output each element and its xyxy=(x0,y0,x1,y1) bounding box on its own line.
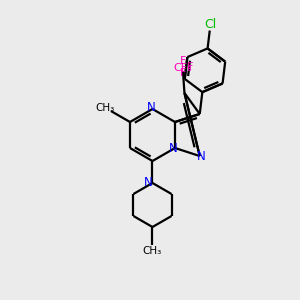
Text: N: N xyxy=(144,176,153,190)
Text: F: F xyxy=(179,68,186,78)
Text: F: F xyxy=(187,62,193,72)
Text: N: N xyxy=(169,142,177,155)
Text: CH₃: CH₃ xyxy=(95,103,115,113)
Text: F: F xyxy=(179,56,186,66)
Text: N: N xyxy=(197,149,206,163)
Text: CH₃: CH₃ xyxy=(143,246,162,256)
Text: N: N xyxy=(147,101,156,114)
Text: CF₃: CF₃ xyxy=(173,63,192,73)
Text: Cl: Cl xyxy=(205,18,217,31)
